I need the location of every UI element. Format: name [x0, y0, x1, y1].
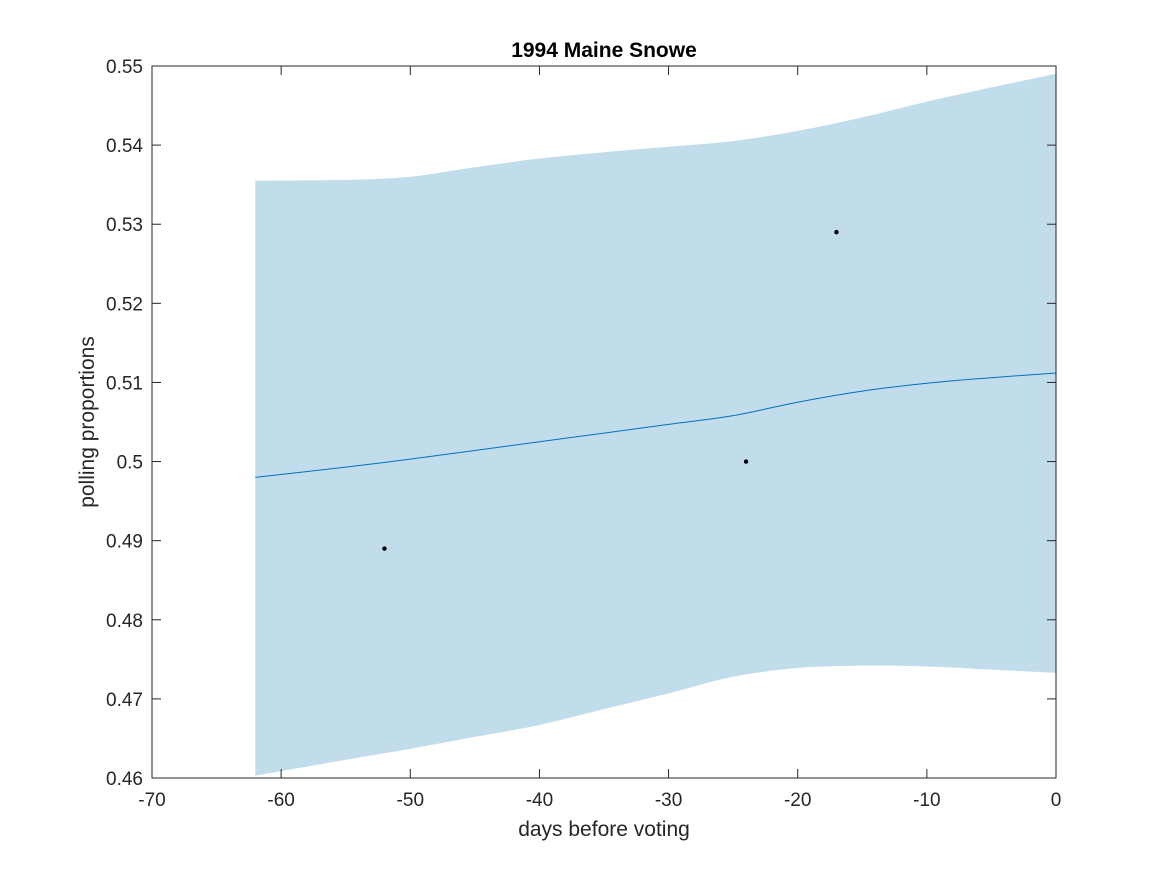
poll-point	[834, 229, 839, 235]
x-tick-label: -50	[397, 790, 424, 811]
y-tick-label: 0.53	[106, 215, 143, 236]
x-tick-label: 0	[1051, 790, 1062, 811]
poll-point	[743, 459, 749, 464]
poll-point	[382, 546, 387, 551]
y-tick-label: 0.47	[106, 690, 143, 711]
axes: -70 -60 -50 -40 -30 -20 -10 0 0.46 0.47 0.48 0.49 0.…	[106, 57, 1061, 811]
x-tick-label: -40	[526, 790, 553, 811]
x-axis-label: days before voting	[518, 818, 690, 841]
plot-area	[255, 73, 1057, 776]
y-axis-label: polling proportions	[76, 336, 99, 508]
y-tick-label: 0.55	[106, 57, 143, 78]
y-tick-label: 0.5	[117, 453, 143, 474]
y-tick-label: 0.52	[106, 294, 143, 315]
x-tick-label: -70	[138, 790, 165, 811]
y-tick-label: 0.54	[106, 136, 143, 157]
y-tick-label: 0.49	[106, 532, 143, 553]
y-tick-label: 0.46	[106, 769, 143, 790]
x-tick-label: -10	[913, 790, 940, 811]
chart-title: 1994 Maine Snowe	[511, 39, 697, 62]
confidence-band	[255, 73, 1057, 776]
plot-frame	[151, 65, 1057, 779]
x-tick-label: -60	[267, 790, 294, 811]
x-tick-label: -30	[655, 790, 682, 811]
trend-line	[255, 372, 1057, 478]
x-tick-label: -20	[784, 790, 811, 811]
y-tick-label: 0.51	[106, 373, 143, 394]
y-tick-label: 0.48	[106, 611, 143, 632]
